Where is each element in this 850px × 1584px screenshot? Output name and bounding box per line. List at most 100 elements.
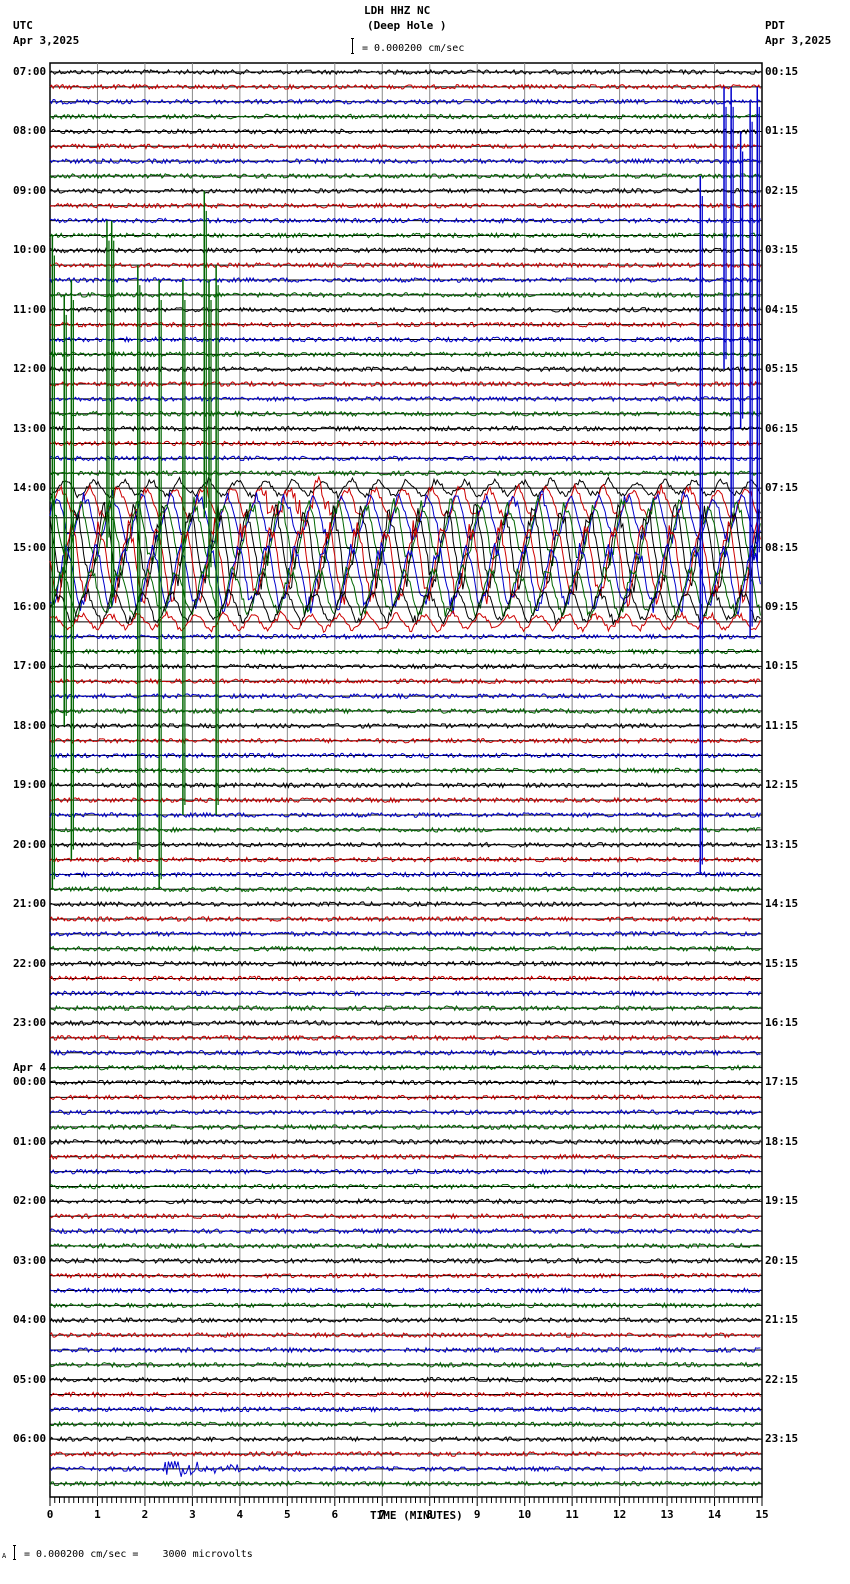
- pdt-hour-label: 08:15: [765, 540, 799, 554]
- seismic-trace: [49, 663, 761, 670]
- seismic-trace: [49, 350, 761, 358]
- seismic-trace: [49, 1108, 761, 1116]
- seismic-trace: [49, 856, 761, 864]
- seismic-trace: [49, 172, 761, 180]
- seismic-trace: [49, 1168, 761, 1176]
- pdt-hour-label: 04:15: [765, 302, 799, 316]
- x-tick-label: 11: [566, 1508, 580, 1521]
- seismic-trace: [49, 930, 761, 938]
- utc-hour-label: 05:00: [13, 1372, 47, 1386]
- utc-hour-label: 20:00: [13, 837, 47, 851]
- utc-hour-label: 16:00: [13, 599, 47, 613]
- seismic-trace: [49, 1182, 761, 1190]
- x-tick-label: 12: [613, 1508, 626, 1521]
- seismic-trace: [49, 246, 761, 254]
- pdt-hour-label: 06:15: [765, 421, 799, 435]
- utc-hour-label: 18:00: [13, 718, 47, 732]
- pdt-hour-label: 15:15: [765, 956, 799, 970]
- seismic-trace: [49, 440, 761, 447]
- seismic-trace: [49, 1093, 761, 1101]
- seismic-trace: [49, 1034, 761, 1042]
- seismic-trace: [49, 1346, 761, 1354]
- seismic-trace: [49, 380, 761, 388]
- x-tick-label: 3: [189, 1508, 196, 1521]
- seismic-trace: [49, 1316, 761, 1324]
- seismic-trace: [49, 1460, 761, 1477]
- pdt-hour-label: 01:15: [765, 124, 799, 138]
- seismic-trace: [49, 542, 761, 616]
- seismic-trace: [49, 811, 761, 819]
- x-axis-title: TIME (MINUTES): [370, 1509, 463, 1522]
- pdt-hour-label: 00:15: [765, 65, 799, 78]
- seismic-trace: [49, 261, 761, 269]
- pdt-hour-label: 22:15: [765, 1372, 799, 1386]
- left-date: Apr 3,2025: [13, 34, 80, 47]
- seismic-trace: [49, 692, 761, 700]
- seismic-trace: [49, 587, 761, 626]
- pdt-hour-label: 20:15: [765, 1253, 799, 1267]
- seismic-trace: [49, 202, 761, 210]
- seismic-trace: [49, 113, 761, 121]
- seismic-trace: [49, 187, 761, 195]
- utc-hour-label: 10:00: [13, 243, 47, 257]
- seismic-trace: [49, 1064, 761, 1072]
- pdt-hour-label: 05:15: [765, 362, 799, 376]
- right-date: Apr 3,2025: [765, 34, 832, 47]
- seismic-trace: [49, 1019, 761, 1027]
- seismic-trace: [49, 1138, 761, 1146]
- seismic-trace: [49, 796, 761, 804]
- utc-hour-label: 14:00: [13, 481, 47, 495]
- seismic-trace: [49, 752, 761, 759]
- x-tick-label: 8: [426, 1508, 433, 1521]
- utc-hour-label: 08:00: [13, 124, 47, 138]
- seismic-trace: [49, 1361, 761, 1369]
- seismic-trace: [49, 365, 761, 373]
- seismic-trace: [49, 841, 761, 849]
- pdt-hour-label: 16:15: [765, 1016, 799, 1030]
- seismic-trace: [49, 1480, 761, 1488]
- seismic-trace: [49, 1331, 761, 1339]
- pdt-hour-label: 02:15: [765, 183, 799, 197]
- seismic-trace: [49, 1197, 761, 1205]
- seismic-trace: [49, 1301, 761, 1309]
- utc-hour-label: 11:00: [13, 302, 47, 316]
- seismic-trace: [49, 217, 761, 225]
- pdt-hour-label: 09:15: [765, 599, 799, 613]
- seismic-trace: [49, 633, 761, 641]
- seismic-trace: [49, 1049, 761, 1057]
- seismic-trace: [49, 870, 761, 878]
- seismic-trace: [49, 1079, 761, 1086]
- seismic-trace: [49, 494, 761, 570]
- seismic-trace: [49, 1391, 761, 1399]
- utc-hour-label: 19:00: [13, 778, 47, 792]
- pdt-hour-label: 03:15: [765, 243, 799, 257]
- utc-hour-label: 09:00: [13, 183, 47, 197]
- seismic-trace: [49, 83, 761, 91]
- station-title: LDH HHZ NC: [364, 4, 431, 17]
- seismic-trace: [49, 609, 761, 634]
- right-timezone: PDT: [765, 19, 785, 32]
- seismic-trace: [49, 1212, 761, 1220]
- utc-hour-label: 01:00: [13, 1134, 47, 1148]
- seismic-trace: [49, 127, 761, 135]
- x-tick-label: 6: [331, 1508, 338, 1521]
- seismic-trace: [49, 454, 761, 463]
- seismic-trace: [49, 1257, 761, 1265]
- seismic-trace: [49, 1227, 761, 1235]
- seismic-trace: [49, 945, 761, 953]
- station-location: (Deep Hole ): [367, 19, 447, 32]
- x-tick-label: 14: [708, 1508, 722, 1521]
- x-tick-label: 5: [284, 1508, 291, 1521]
- seismic-trace: [49, 98, 761, 106]
- date-change-label: Apr 4: [13, 1061, 47, 1075]
- utc-hour-label: 17:00: [13, 659, 47, 673]
- utc-hour-label: 21:00: [13, 897, 47, 911]
- x-tick-label: 9: [474, 1508, 481, 1521]
- pdt-hour-label: 13:15: [765, 837, 799, 851]
- utc-hour-label: 04:00: [13, 1313, 47, 1327]
- x-tick-label: 1: [94, 1508, 101, 1521]
- seismic-trace: [49, 276, 761, 284]
- utc-hour-label: 07:00: [13, 65, 47, 78]
- seismic-trace: [49, 1405, 761, 1413]
- seismic-trace: [49, 1420, 761, 1428]
